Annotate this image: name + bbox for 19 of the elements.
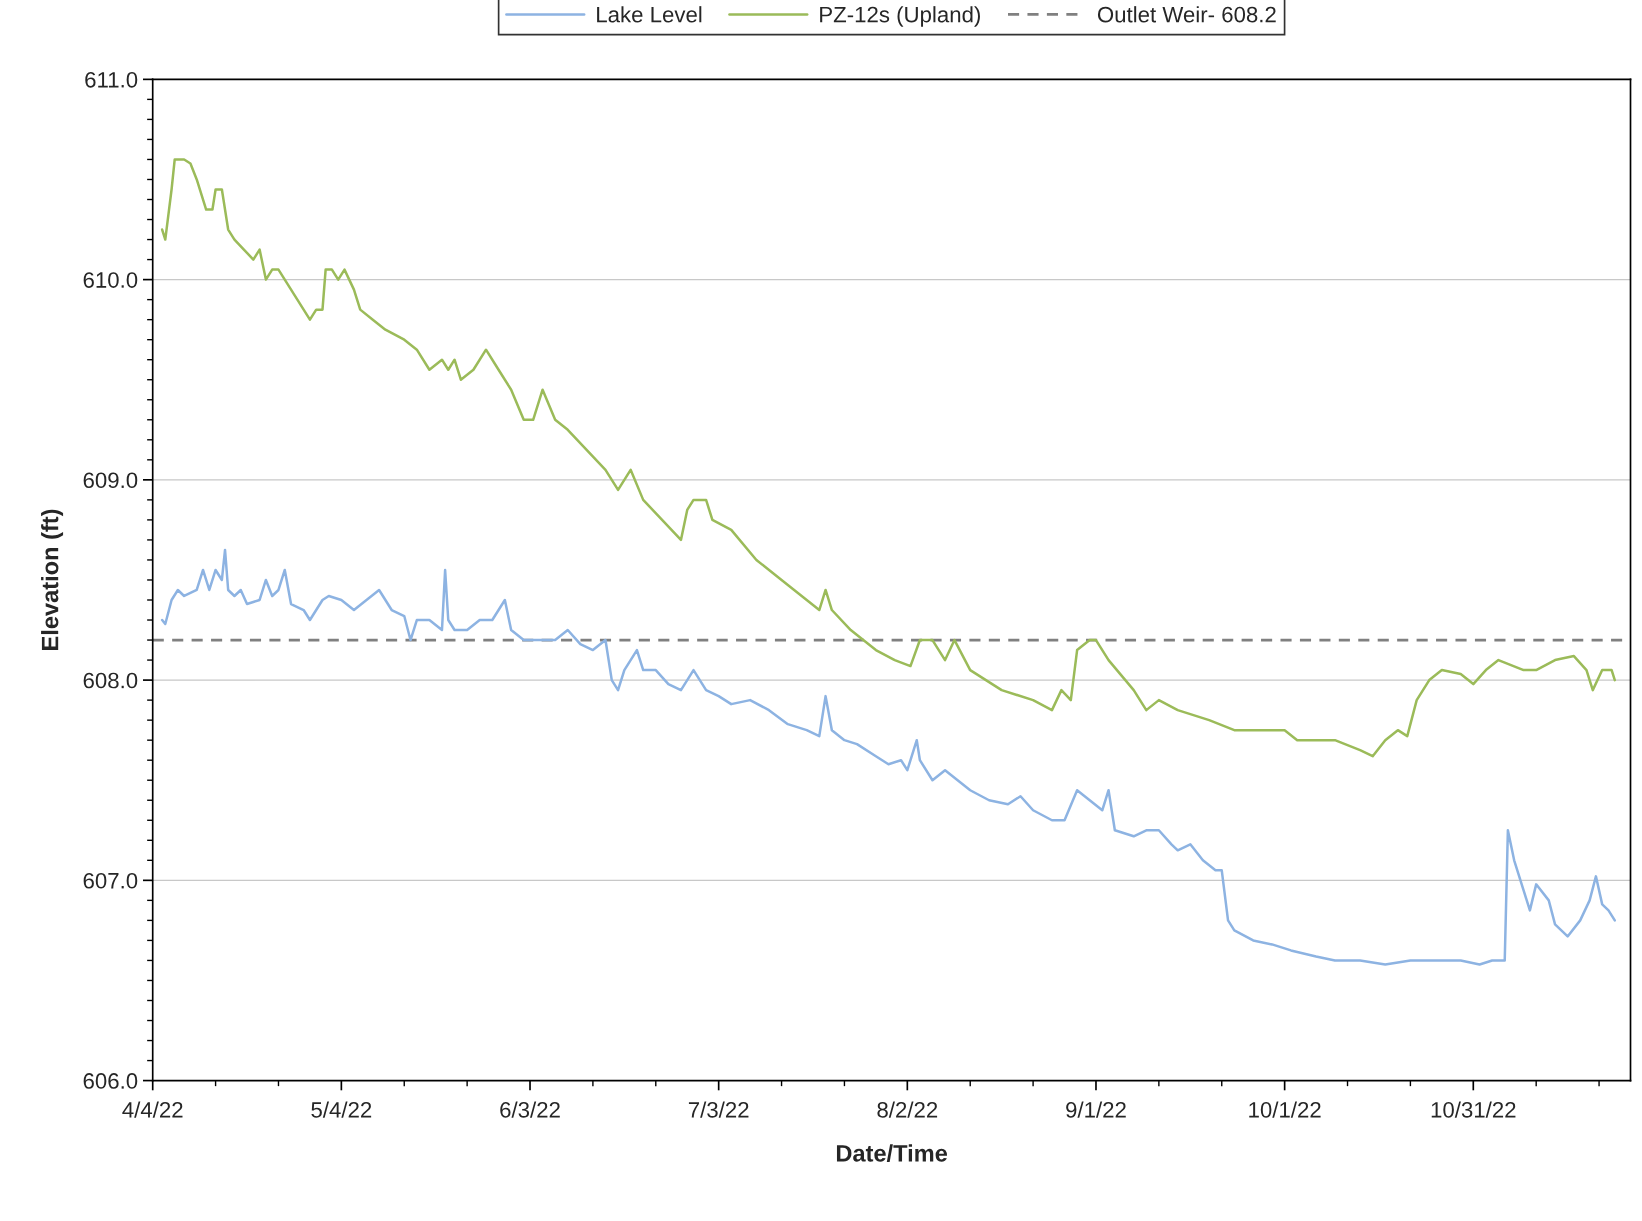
y-tick-label: 610.0 (83, 272, 138, 288)
y-tick-label: 609.0 (83, 472, 138, 489)
x-tick-label: 10/1/22 (1249, 1101, 1321, 1118)
x-tick-label: 5/4/22 (311, 1101, 372, 1118)
x-tick-label: 10/31/22 (1431, 1101, 1516, 1118)
x-tick-label: 4/4/22 (122, 1101, 183, 1118)
y-tick-label: 611.0 (85, 71, 138, 88)
x-tick-label: 8/2/22 (877, 1101, 938, 1118)
x-axis-title: Date/Time (836, 1144, 948, 1162)
y-axis-title: Elevation (ft) (41, 509, 64, 650)
legend-label: PZ-12s (Upland) (820, 6, 980, 27)
y-tick-label: 607.0 (83, 872, 138, 889)
x-tick-label: 7/3/22 (688, 1101, 749, 1118)
y-tick-label: 606.0 (83, 1073, 138, 1089)
legend-label: Outlet Weir- 608.2 (1097, 6, 1276, 23)
x-tick-label: 9/1/22 (1066, 1101, 1126, 1118)
legend-label: Lake Level (597, 6, 702, 23)
y-tick-label: 608.0 (83, 672, 138, 689)
x-tick-label: 6/3/22 (500, 1101, 560, 1118)
